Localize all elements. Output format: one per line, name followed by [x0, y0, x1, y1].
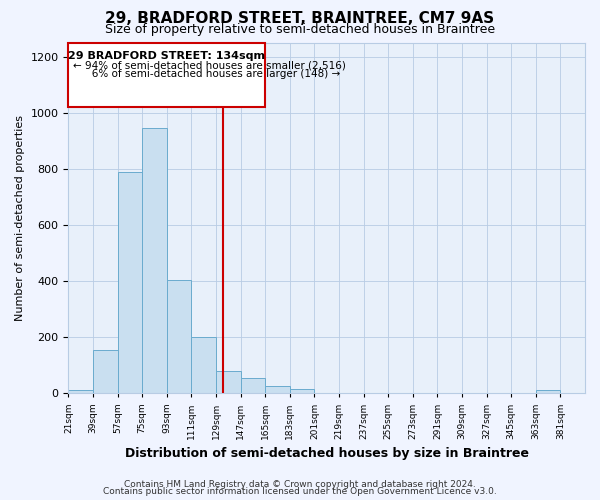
Bar — [68, 390, 93, 394]
Bar — [93, 350, 118, 394]
Bar — [142, 128, 167, 394]
Bar — [191, 337, 216, 394]
Text: Size of property relative to semi-detached houses in Braintree: Size of property relative to semi-detach… — [105, 22, 495, 36]
Bar — [216, 371, 241, 394]
Text: Contains public sector information licensed under the Open Government Licence v3: Contains public sector information licen… — [103, 488, 497, 496]
Bar — [118, 172, 142, 394]
Text: ← 94% of semi-detached houses are smaller (2,516): ← 94% of semi-detached houses are smalle… — [73, 60, 346, 70]
Text: Contains HM Land Registry data © Crown copyright and database right 2024.: Contains HM Land Registry data © Crown c… — [124, 480, 476, 489]
Bar — [265, 386, 290, 394]
Bar — [68, 42, 265, 107]
Text: 29, BRADFORD STREET, BRAINTREE, CM7 9AS: 29, BRADFORD STREET, BRAINTREE, CM7 9AS — [106, 11, 494, 26]
Bar — [290, 389, 314, 394]
Y-axis label: Number of semi-detached properties: Number of semi-detached properties — [15, 115, 25, 321]
Bar — [167, 280, 191, 394]
Text: 29 BRADFORD STREET: 134sqm: 29 BRADFORD STREET: 134sqm — [68, 51, 265, 61]
X-axis label: Distribution of semi-detached houses by size in Braintree: Distribution of semi-detached houses by … — [125, 447, 529, 460]
Bar — [241, 378, 265, 394]
Text: 6% of semi-detached houses are larger (148) →: 6% of semi-detached houses are larger (1… — [82, 69, 340, 79]
Bar — [536, 390, 560, 394]
